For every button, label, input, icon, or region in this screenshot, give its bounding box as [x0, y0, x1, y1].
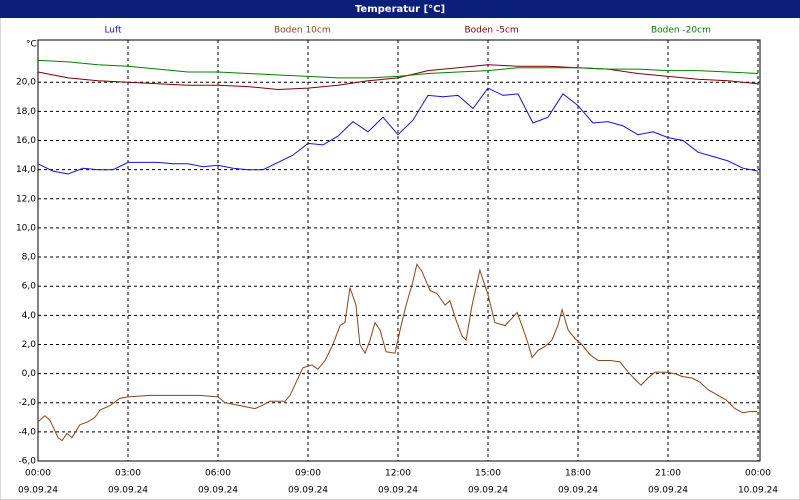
- y-tick-label: 12,0: [16, 194, 36, 204]
- legend-label: Luft: [104, 26, 122, 36]
- y-tick-label: -2,0: [18, 398, 36, 408]
- y-tick-label: -6,0: [18, 457, 36, 467]
- data-line: [37, 59, 759, 79]
- y-tick-label: 16,0: [16, 136, 36, 146]
- x-tick-date: 09.09.24: [108, 486, 148, 496]
- y-tick-label: 10,0: [16, 223, 36, 233]
- x-tick-date: 09.09.24: [288, 486, 328, 496]
- x-tick-label: 09:00: [295, 469, 321, 479]
- y-tick-label: 2,0: [22, 340, 37, 350]
- x-tick-date: 09.09.24: [18, 486, 58, 496]
- x-tick-date: 09.09.24: [558, 486, 598, 496]
- x-tick-label: 06:00: [205, 469, 231, 479]
- x-tick-label: 18:00: [565, 469, 591, 479]
- x-tick-date: 09.09.24: [378, 486, 418, 496]
- y-tick-label: 8,0: [22, 253, 37, 263]
- legend-label: Boden -5cm: [465, 26, 519, 36]
- legend-label: Boden 10cm: [274, 26, 331, 36]
- y-tick-label: 14,0: [16, 165, 36, 175]
- y-tick-label: 4,0: [22, 311, 37, 321]
- x-tick-label: 15:00: [475, 469, 501, 479]
- x-tick-label: 12:00: [385, 469, 411, 479]
- y-tick-label: 18,0: [16, 107, 36, 117]
- y-tick-label: 20,0: [16, 78, 36, 88]
- x-tick-label: 03:00: [115, 469, 141, 479]
- legend-label: Boden -20cm: [651, 26, 711, 36]
- y-axis-unit: °C: [26, 40, 37, 50]
- data-line: [37, 263, 758, 442]
- y-tick-label: 6,0: [22, 282, 37, 292]
- x-tick-label: 00:00: [745, 469, 771, 479]
- x-tick-label: 00:00: [25, 469, 51, 479]
- plot-frame: [37, 39, 761, 462]
- x-tick-date: 09.09.24: [468, 486, 508, 496]
- data-line: [37, 87, 759, 175]
- x-tick-date: 09.09.24: [198, 486, 238, 496]
- chart-title: Temperatur [°C]: [355, 4, 445, 15]
- y-tick-label: -4,0: [18, 427, 36, 437]
- title-bar: [0, 0, 800, 18]
- y-tick-label: 0,0: [22, 369, 37, 379]
- data-line: [37, 64, 759, 91]
- x-tick-label: 21:00: [655, 469, 681, 479]
- x-tick-date: 09.09.24: [648, 486, 688, 496]
- x-tick-date: 10.09.24: [738, 486, 778, 496]
